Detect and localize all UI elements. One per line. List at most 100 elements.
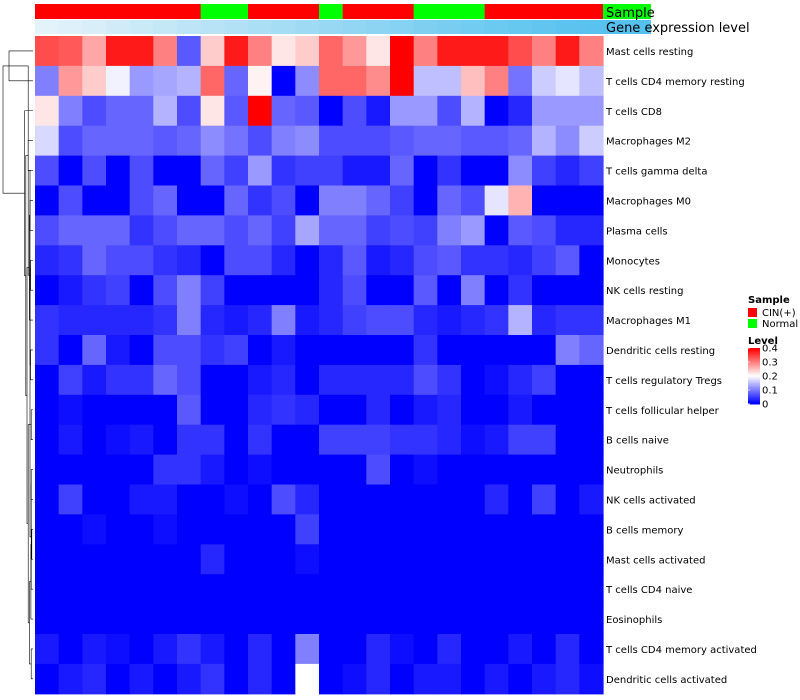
heatmap-cell [58,424,83,456]
heatmap-cell [224,305,249,336]
level-colorbar-segment [748,352,760,355]
sample-track-cell [177,4,202,19]
heatmap-cell [129,245,154,276]
heatmap-cell [106,65,131,97]
heatmap-cell [224,634,249,665]
heatmap-cell [129,215,154,246]
heatmap-cell [271,125,296,157]
heatmap-cell [177,95,202,127]
heatmap-cell [342,424,367,456]
heatmap-cell [200,663,225,695]
heatmap-cell [555,424,580,456]
heatmap-cell [129,514,154,545]
heatmap-cell [58,394,83,426]
heatmap-cell [579,215,604,246]
heatmap-cell [271,604,296,635]
heatmap-cell [82,574,107,605]
heatmap-cell [579,36,604,67]
heatmap-cell [200,364,225,396]
heatmap-cell [35,155,60,187]
heatmap-cell [58,484,83,515]
heatmap-cell [413,185,438,216]
heatmap-cell [271,95,296,127]
heatmap-cell [82,335,107,366]
heatmap-cell [58,544,83,575]
heatmap-cell [200,514,225,545]
heatmap-cell [579,484,604,515]
heatmap-cell [319,484,344,515]
heatmap-cell [508,245,533,276]
heatmap-cell [532,514,557,545]
row-label: Neutrophils [606,466,663,477]
heatmap-cell [129,544,154,575]
heatmap-cell [508,574,533,605]
heatmap-cell [82,275,107,306]
heatmap-cell [390,484,415,515]
level-colorbar-segment [748,373,760,376]
heatmap-cell [82,305,107,336]
heatmap-cell [106,634,131,665]
heatmap-cell [200,634,225,665]
heatmap-cell [532,36,557,67]
heatmap-cell [82,484,107,515]
heatmap-cell [106,245,131,276]
heatmap-cell [579,454,604,486]
heatmap-cell [555,364,580,396]
heatmap-cell [106,275,131,306]
heatmap-cell [106,484,131,515]
heatmap-cell [437,424,462,456]
heatmap-cell [366,65,391,97]
heatmap-cell [200,574,225,605]
heatmap-cell [555,454,580,486]
heatmap-cell [413,544,438,575]
heatmap-cell [177,634,202,665]
heatmap-cell [461,95,486,127]
heatmap-cell [508,424,533,456]
row-label: Dendritic cells resting [606,346,715,357]
heatmap-cell [200,185,225,216]
heatmap-cell [248,544,273,575]
heatmap-cell [532,335,557,366]
heatmap-cell [484,604,509,635]
heatmap-cell [484,36,509,67]
row-labels: Mast cells resting T cells CD4 memory res… [605,47,757,686]
heatmap-cell [35,245,60,276]
gene-expression-track-cell [82,20,107,34]
heatmap-cell [437,663,462,695]
gene-expression-track-cell [626,20,651,34]
sample-track-cell [484,4,509,19]
heatmap-cell [224,604,249,635]
heatmap-cell [200,484,225,515]
heatmap-cell [342,364,367,396]
heatmap-cell [295,125,320,157]
heatmap-cell [390,65,415,97]
sample-track-cell [271,4,296,19]
heatmap-cell [342,634,367,665]
heatmap-cell [153,215,178,246]
heatmap-cell [153,95,178,127]
heatmap-cell [437,36,462,67]
heatmap-cell [437,394,462,426]
heatmap-cell [129,394,154,426]
heatmap-cell [248,454,273,486]
heatmap-cell [35,574,60,605]
sample-track-cell [461,4,486,19]
heatmap-cell [484,484,509,515]
heatmap-cell [555,275,580,306]
heatmap-cell [461,245,486,276]
heatmap-cell [319,663,344,695]
heatmap-cell [58,215,83,246]
heatmap-cell [366,634,391,665]
heatmap-cell [390,394,415,426]
heatmap-cell [484,65,509,97]
level-colorbar-segment [748,383,760,385]
gene-expression-track-cell [366,20,391,34]
heatmap-cell [532,305,557,336]
level-colorbar-segment [748,378,760,381]
heatmap-cell [461,454,486,486]
heatmap-cell [129,454,154,486]
heatmap-cell [106,394,131,426]
heatmap-cell [437,245,462,276]
sample-track-cell [106,4,131,19]
heatmap-cell [35,394,60,426]
